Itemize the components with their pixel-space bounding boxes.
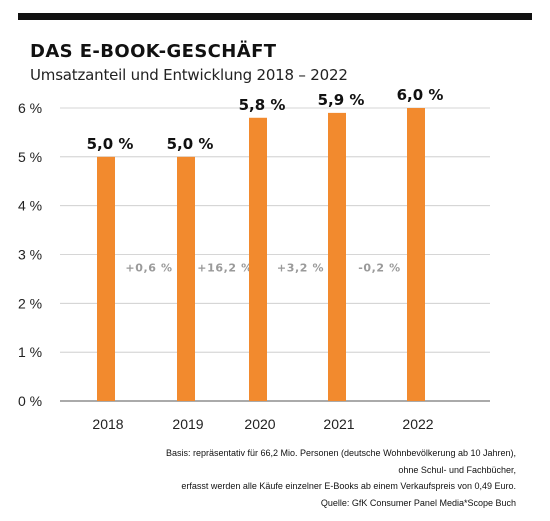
bar xyxy=(97,156,115,401)
footnote-line: ohne Schul- und Fachbücher, xyxy=(398,464,516,475)
y-tick-label: 4 % xyxy=(18,198,42,214)
footnote-line: Basis: repräsentativ für 66,2 Mio. Perso… xyxy=(165,448,516,458)
x-tick-label: 2022 xyxy=(402,416,433,432)
footnote-line: erfasst werden alle Käufe einzelner E-Bo… xyxy=(181,481,516,491)
y-tick-label: 1 % xyxy=(18,344,42,360)
y-tick-label: 5 % xyxy=(18,149,42,165)
bar-value-label: 5,8 % xyxy=(239,96,286,114)
y-tick-label: 6 % xyxy=(18,100,42,116)
x-tick-label: 2021 xyxy=(323,416,354,432)
x-tick-label: 2018 xyxy=(92,416,123,432)
footnote: Basis: repräsentativ für 66,2 Mio. Perso… xyxy=(166,445,516,511)
bar-value-label: 5,9 % xyxy=(318,91,365,109)
change-label: +3,2 % xyxy=(277,262,324,275)
change-label: +16,2 % xyxy=(197,262,252,275)
bar-value-label: 5,0 % xyxy=(87,135,134,153)
top-rule xyxy=(18,13,532,20)
bar-value-label: 6,0 % xyxy=(397,86,444,104)
y-tick-label: 3 % xyxy=(18,247,42,263)
bar xyxy=(177,156,195,401)
y-tick-label: 0 % xyxy=(18,393,42,409)
bar xyxy=(328,112,346,401)
bar xyxy=(407,108,425,401)
bar xyxy=(249,117,267,402)
bar-value-label: 5,0 % xyxy=(167,135,214,153)
footnote-line: Quelle: GfK Consumer Panel Media*Scope B… xyxy=(320,497,516,508)
change-label: +0,6 % xyxy=(125,262,172,275)
x-tick-label: 2019 xyxy=(172,416,203,432)
chart-title: DAS E-BOOK-GESCHÄFT xyxy=(30,41,277,62)
x-tick-label: 2020 xyxy=(244,416,275,432)
chart-subtitle: Umsatzanteil und Entwicklung 2018 – 2022 xyxy=(30,66,348,84)
y-tick-label: 2 % xyxy=(18,295,42,311)
change-label: -0,2 % xyxy=(358,262,401,275)
